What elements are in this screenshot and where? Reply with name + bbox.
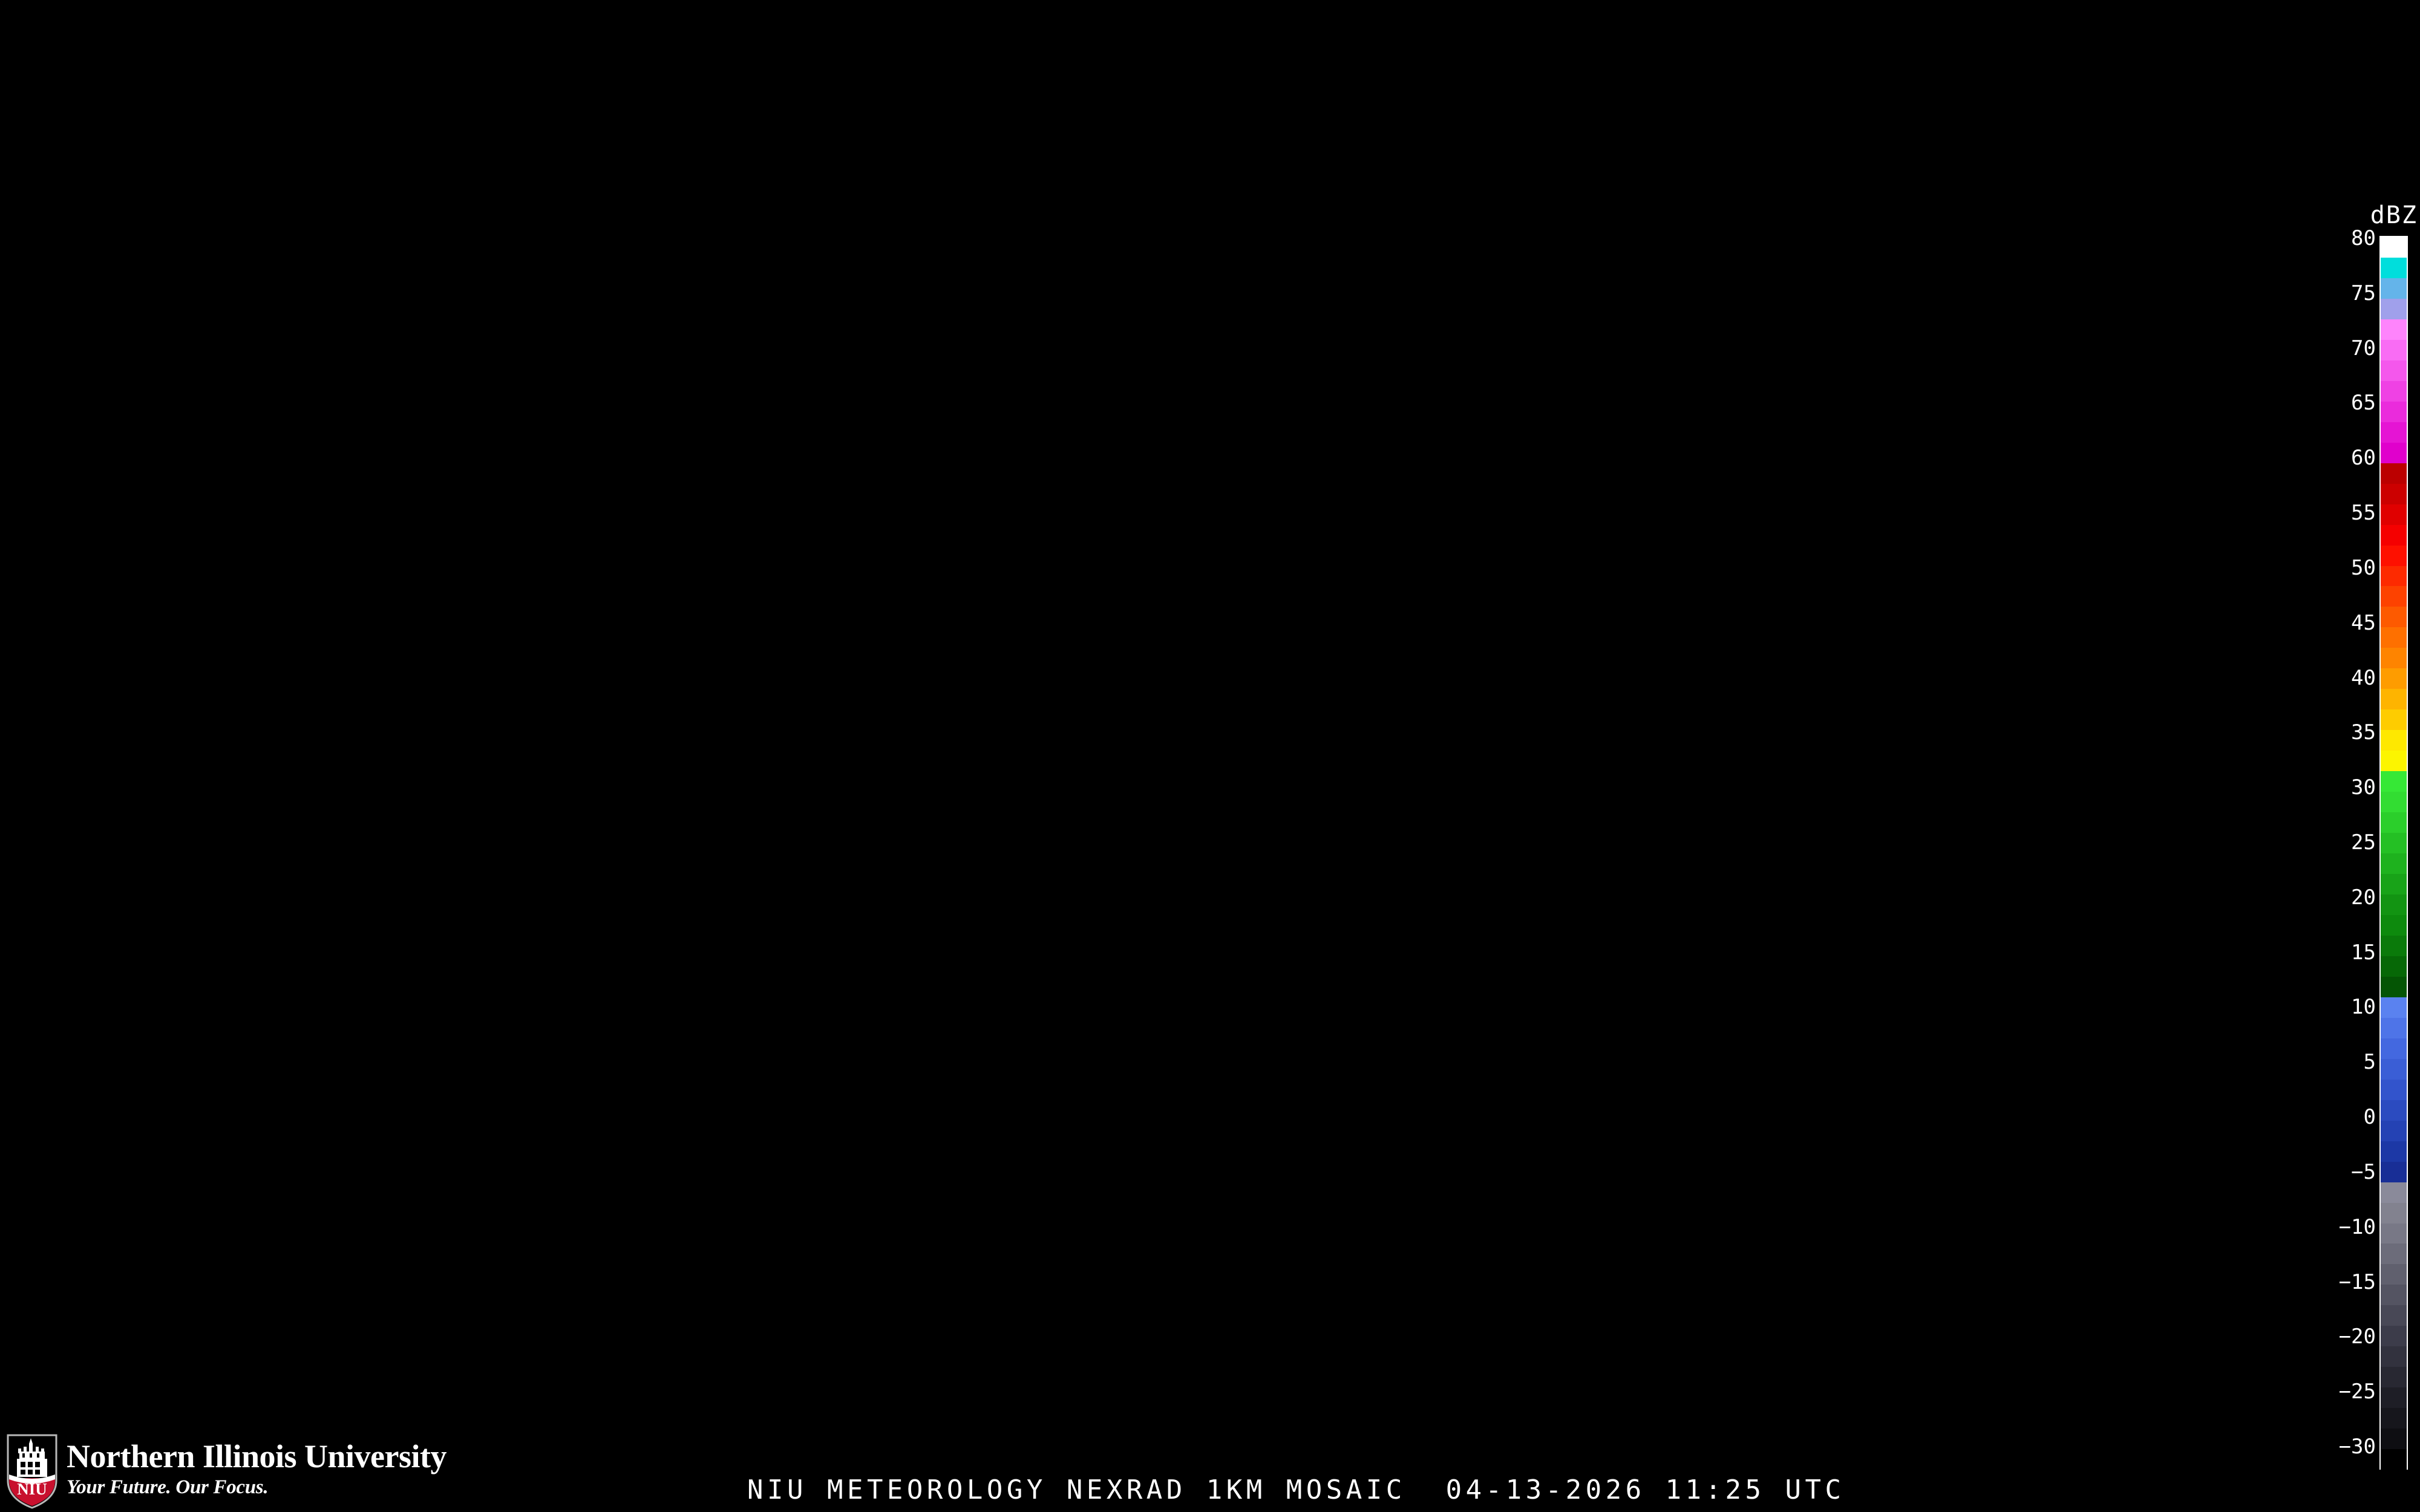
colorbar-band [2381, 483, 2407, 504]
colorbar-tick: 30 [2351, 775, 2376, 800]
niu-mark-text: NIU [17, 1480, 47, 1498]
colorbar-tick: 45 [2351, 610, 2376, 635]
colorbar-band [2381, 422, 2407, 443]
university-tagline: Your Future. Our Focus. [67, 1476, 269, 1498]
colorbar-band [2381, 976, 2407, 997]
colorbar-tick-labels: 80 75 70 65 60 55 50 45 40 35 30 25 20 15 10 5 0 −5 −10 −15… [2335, 0, 2379, 1494]
colorbar-band [2381, 833, 2407, 854]
colorbar-band [2381, 751, 2407, 772]
colorbar-band [2381, 1223, 2407, 1244]
colorbar-band [2381, 319, 2407, 340]
colorbar-band [2381, 730, 2407, 751]
colorbar-tick: −30 [2338, 1435, 2376, 1459]
colorbar-tick: 60 [2351, 446, 2376, 471]
colorbar-band [2381, 1141, 2407, 1162]
geography-overlay-layer [0, 0, 2335, 1427]
colorbar-band [2381, 709, 2407, 731]
colorbar-band [2381, 1449, 2407, 1470]
colorbar-band [2381, 524, 2407, 546]
banner-product-text: NIU METEOROLOGY NEXRAD 1KM MOSAIC 04-13-… [747, 1475, 1845, 1505]
colorbar-band [2381, 1243, 2407, 1265]
colorbar-band [2381, 1326, 2407, 1347]
colorbar-band [2381, 1305, 2407, 1326]
colorbar-band [2381, 257, 2407, 278]
colorbar-band [2381, 812, 2407, 833]
colorbar-tick: 50 [2351, 555, 2376, 580]
colorbar-tick: −25 [2338, 1380, 2376, 1404]
colorbar-tick: 25 [2351, 830, 2376, 855]
colorbar-tick: −5 [2351, 1159, 2376, 1184]
colorbar-tick: 65 [2351, 391, 2376, 415]
colorbar-band [2381, 997, 2407, 1018]
colorbar-band [2381, 853, 2407, 875]
colorbar-tick: 55 [2351, 501, 2376, 526]
colorbar-band [2381, 792, 2407, 813]
colorbar-band [2381, 504, 2407, 525]
colorbar-tick: −10 [2338, 1214, 2376, 1239]
colorbar-tick: −15 [2338, 1269, 2376, 1294]
colorbar-band [2381, 401, 2407, 422]
colorbar-band [2381, 380, 2407, 402]
colorbar-tick: 70 [2351, 336, 2376, 360]
colorbar-band [2381, 278, 2407, 299]
colorbar-band [2381, 565, 2407, 587]
colorbar-band [2381, 935, 2407, 956]
colorbar-band [2381, 607, 2407, 628]
colorbar-band [2381, 463, 2407, 484]
colorbar-band [2381, 1429, 2407, 1450]
colorbar-band [2381, 237, 2407, 258]
colorbar-band [2381, 1120, 2407, 1141]
colorbar-band [2381, 298, 2407, 319]
colorbar-band [2381, 1038, 2407, 1059]
colorbar-tick: 40 [2351, 665, 2376, 690]
colorbar-tick: 0 [2363, 1105, 2376, 1130]
colorbar-band [2381, 956, 2407, 977]
colorbar-tick: 5 [2363, 1050, 2376, 1075]
colorbar-band [2381, 1161, 2407, 1182]
colorbar-band [2381, 1346, 2407, 1367]
colorbar-band [2381, 339, 2407, 360]
colorbar-band [2381, 1367, 2407, 1388]
colorbar-band [2381, 1079, 2407, 1100]
colorbar: dBZ 80 75 70 65 60 55 50 45 40 35 30 25 20 15 10 5 0 −5 −1… [2335, 0, 2420, 1494]
colorbar-band [2381, 1182, 2407, 1203]
colorbar-band [2381, 689, 2407, 710]
info-banner: NIU METEOROLOGY NEXRAD 1KM MOSAIC 04-13-… [0, 1470, 2420, 1512]
colorbar-band [2381, 1100, 2407, 1121]
colorbar-band [2381, 442, 2407, 463]
colorbar-tick: 80 [2351, 226, 2376, 250]
colorbar-band [2381, 648, 2407, 669]
colorbar-tick: 35 [2351, 720, 2376, 745]
colorbar-tick: 75 [2351, 281, 2376, 305]
colorbar-tick: 15 [2351, 940, 2376, 965]
colorbar-band [2381, 545, 2407, 566]
colorbar-tick: −20 [2338, 1325, 2376, 1349]
colorbar-band [2381, 874, 2407, 894]
colorbar-band [2381, 586, 2407, 607]
colorbar-title: dBZ [2370, 201, 2418, 229]
colorbar-band [2381, 668, 2407, 689]
colorbar-band [2381, 771, 2407, 792]
colorbar-band [2381, 1202, 2407, 1224]
colorbar-band [2381, 914, 2407, 936]
colorbar-gradient-strip [2379, 236, 2408, 1471]
colorbar-tick: 10 [2351, 995, 2376, 1020]
colorbar-band [2381, 1264, 2407, 1285]
colorbar-band [2381, 1387, 2407, 1409]
niu-shield-icon: NIU [7, 1434, 57, 1509]
colorbar-band [2381, 627, 2407, 648]
colorbar-band [2381, 1017, 2407, 1038]
university-name: Northern Illinois University [67, 1438, 447, 1475]
colorbar-tick: 20 [2351, 885, 2376, 910]
niu-logo[interactable]: NIU Northern Illinois University Your Fu… [6, 1433, 447, 1511]
radar-map[interactable] [0, 0, 2335, 1427]
colorbar-band [2381, 894, 2407, 915]
colorbar-band [2381, 360, 2407, 381]
niu-wordmark: Northern Illinois University Your Future… [67, 1438, 447, 1499]
colorbar-band [2381, 1408, 2407, 1429]
colorbar-band [2381, 1058, 2407, 1080]
colorbar-band [2381, 1285, 2407, 1306]
